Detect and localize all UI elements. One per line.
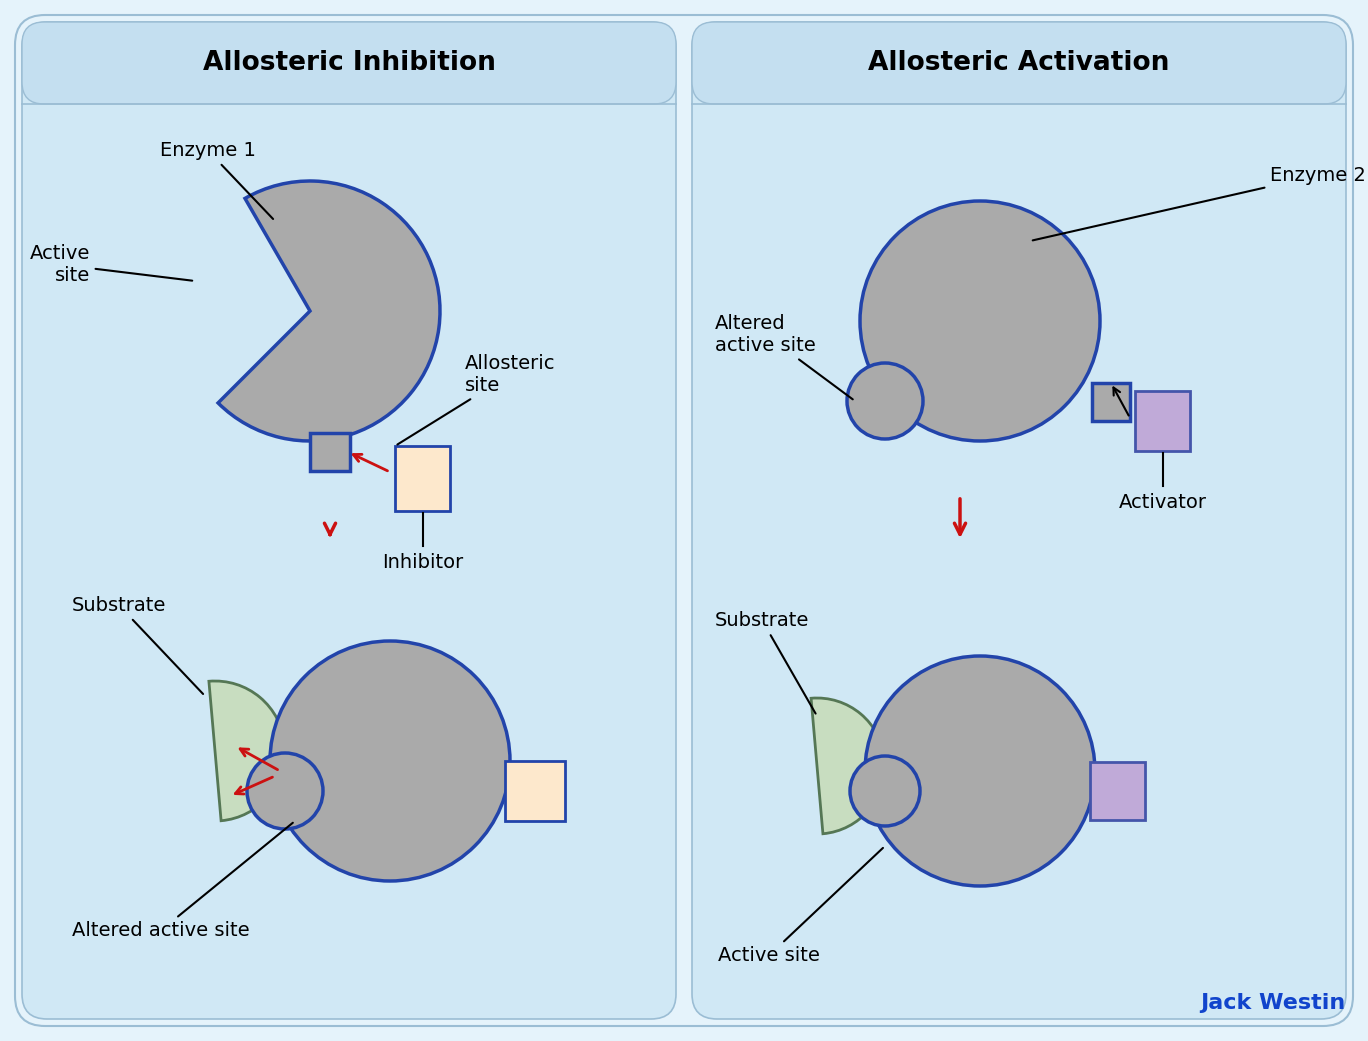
Text: Substrate: Substrate [715, 611, 815, 713]
Text: Allosteric Inhibition: Allosteric Inhibition [202, 50, 495, 76]
Text: Active site: Active site [718, 848, 882, 965]
Text: Enzyme 1: Enzyme 1 [160, 141, 274, 219]
Wedge shape [811, 699, 885, 834]
Bar [505, 761, 565, 821]
Text: Activator: Activator [1119, 493, 1207, 512]
FancyBboxPatch shape [22, 22, 676, 104]
Bar [311, 433, 350, 471]
Text: Allosteric Activation: Allosteric Activation [869, 50, 1170, 76]
Circle shape [860, 201, 1100, 441]
Circle shape [865, 656, 1094, 886]
FancyBboxPatch shape [22, 22, 676, 1019]
Circle shape [847, 363, 923, 439]
Bar [1092, 383, 1130, 421]
Text: Altered
active site: Altered active site [715, 314, 852, 400]
Bar [1090, 762, 1145, 820]
Bar [395, 446, 450, 511]
FancyBboxPatch shape [692, 22, 1346, 104]
Circle shape [248, 753, 323, 829]
Circle shape [850, 756, 921, 826]
Circle shape [269, 641, 510, 881]
Text: Active
site: Active site [30, 244, 193, 285]
FancyBboxPatch shape [15, 15, 1353, 1026]
Text: Allosteric
site: Allosteric site [397, 354, 555, 445]
Wedge shape [218, 181, 440, 441]
Text: Altered active site: Altered active site [73, 822, 293, 940]
Text: Inhibitor: Inhibitor [382, 553, 464, 572]
Wedge shape [209, 681, 285, 820]
Text: Substrate: Substrate [73, 596, 202, 694]
Text: Jack Westin: Jack Westin [1200, 993, 1345, 1013]
FancyBboxPatch shape [692, 22, 1346, 1019]
Text: Enzyme 2: Enzyme 2 [1033, 166, 1365, 240]
Bar [1135, 391, 1190, 451]
